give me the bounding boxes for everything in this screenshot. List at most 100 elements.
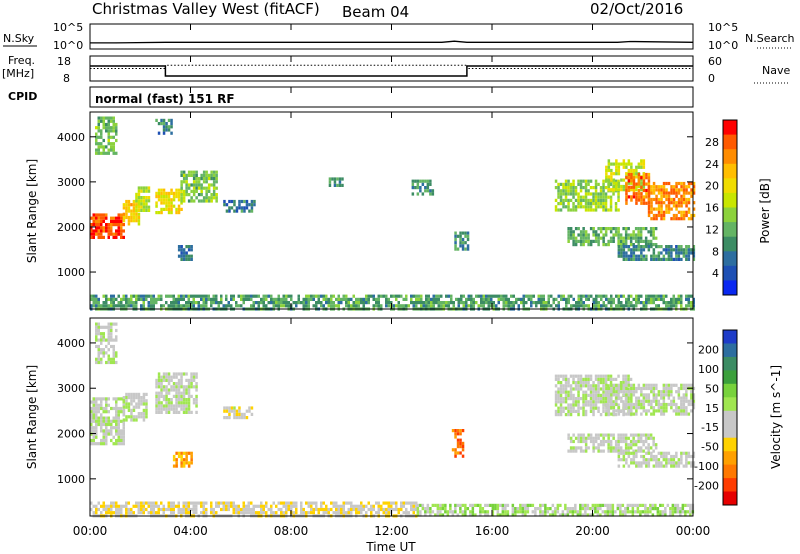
range-cell: [679, 513, 682, 517]
range-cell: [228, 199, 231, 204]
range-cell: [247, 504, 250, 508]
range-cell: [567, 406, 570, 410]
range-cell: [624, 510, 627, 514]
range-cell: [92, 406, 95, 411]
range-cell: [395, 507, 398, 512]
range-cell: [589, 400, 593, 404]
time-axis-label: Time UT: [365, 540, 416, 554]
range-cell: [270, 507, 273, 512]
range-cell: [687, 412, 691, 416]
range-cell: [534, 513, 537, 517]
range-cell: [110, 304, 113, 308]
range-cell: [434, 503, 437, 507]
range-cell: [624, 436, 628, 440]
range-cell: [105, 213, 108, 217]
range-cell: [122, 405, 126, 409]
range-cell: [660, 191, 663, 195]
range-cell: [175, 188, 178, 192]
range-cell: [692, 304, 695, 308]
range-cell: [624, 243, 628, 247]
range-cell: [632, 304, 635, 308]
range-cell: [100, 151, 103, 155]
range-cell: [586, 507, 590, 511]
range-cell: [137, 189, 141, 193]
range-cell: [260, 507, 263, 512]
range-cell: [625, 393, 628, 397]
range-cell: [594, 393, 598, 397]
range-cell: [207, 183, 211, 187]
range-cell: [574, 446, 578, 450]
range-cell: [640, 198, 643, 202]
range-cell: [90, 229, 93, 233]
range-cell: [624, 449, 628, 453]
range-cell: [112, 348, 115, 352]
range-cell: [579, 439, 583, 444]
range-cell: [387, 301, 390, 305]
range-cell: [421, 179, 425, 183]
range-cell: [610, 172, 613, 176]
range-cell: [484, 513, 487, 517]
range-cell: [655, 464, 658, 468]
range-cell: [612, 236, 615, 240]
range-cell: [265, 297, 268, 301]
range-cell: [594, 239, 598, 243]
range-cell: [248, 409, 251, 413]
range-cell: [95, 360, 98, 365]
range-cell: [152, 511, 155, 515]
range-cell: [117, 422, 120, 427]
range-cell: [620, 301, 623, 305]
range-cell: [572, 406, 575, 410]
range-cell: [416, 507, 420, 511]
range-cell: [355, 504, 358, 508]
range-cell: [180, 193, 183, 197]
range-cell: [102, 332, 105, 336]
range-cell: [122, 435, 125, 439]
range-cell: [127, 219, 131, 223]
range-cell: [592, 449, 595, 453]
range-cell: [562, 205, 565, 209]
range-cell: [482, 301, 485, 305]
range-cell: [630, 294, 633, 298]
range-cell: [431, 503, 435, 507]
nsky-label: N.Sky: [3, 32, 35, 45]
range-cell: [569, 446, 573, 450]
range-cell: [187, 461, 191, 465]
colorbar-swatch: [723, 343, 737, 358]
range-cell: [505, 304, 508, 308]
range-cell: [470, 301, 473, 305]
range-cell: [162, 388, 166, 392]
range-cell: [687, 454, 691, 459]
range-cell: [380, 304, 383, 308]
range-cell: [90, 426, 93, 430]
range-cell: [315, 301, 318, 305]
range-cell: [162, 118, 166, 122]
range-cell: [105, 507, 108, 512]
range-cell: [155, 191, 158, 195]
range-cell: [461, 513, 465, 517]
range-cell: [432, 304, 435, 308]
range-cell: [419, 179, 422, 183]
range-cell: [317, 511, 320, 515]
range-cell: [637, 179, 641, 183]
range-cell: [637, 449, 640, 453]
range-cell: [647, 433, 650, 437]
range-cell: [634, 236, 638, 240]
range-cell: [102, 148, 105, 152]
range-cell: [624, 439, 628, 444]
range-cell: [567, 436, 570, 440]
range-cell: [395, 501, 398, 505]
range-cell: [589, 192, 593, 196]
range-cell: [541, 513, 545, 517]
range-cell: [617, 439, 620, 444]
range-cell: [630, 181, 633, 185]
range-cell: [566, 513, 570, 517]
range-cell: [554, 374, 558, 378]
range-cell: [570, 294, 573, 298]
range-cell: [190, 385, 193, 389]
range-cell: [90, 442, 93, 446]
range-cell: [652, 257, 656, 261]
range-cell: [157, 385, 161, 389]
range-cell: [340, 297, 343, 301]
range-cell: [137, 405, 141, 409]
range-cell: [432, 297, 435, 301]
